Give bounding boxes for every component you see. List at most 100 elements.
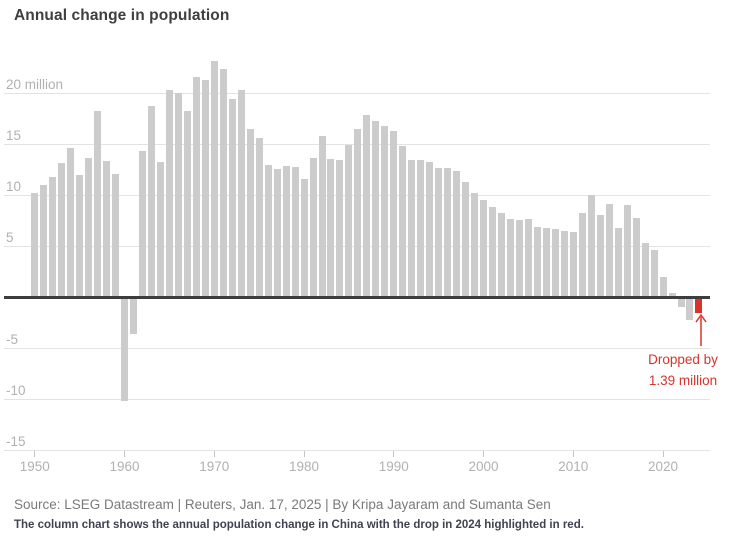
bar-2021 (668, 292, 676, 298)
y-axis-label-15: 15 (6, 127, 22, 143)
x-axis-label-1960: 1960 (109, 459, 140, 474)
bar-1971 (219, 69, 227, 298)
x-axis-label-1970: 1970 (199, 459, 230, 474)
bar-1988 (372, 121, 380, 298)
x-tick-1980 (303, 450, 305, 457)
bar-1984 (336, 159, 344, 298)
bar-1954 (67, 147, 75, 298)
gridline--15 (4, 450, 710, 451)
bar-1974 (246, 129, 254, 298)
bar-1975 (255, 138, 263, 298)
bar-2009 (560, 231, 568, 298)
source-line: Source: LSEG Datastream | Reuters, Jan. … (14, 497, 551, 512)
y-axis-label--15: -15 (6, 433, 26, 449)
bar-1977 (273, 169, 281, 298)
bar-1958 (103, 160, 111, 298)
bar-1990 (390, 131, 398, 298)
bar-2000 (480, 199, 488, 298)
bar-1953 (58, 163, 66, 298)
bar-2003 (506, 218, 514, 298)
bar-2010 (569, 232, 577, 298)
gridline-20 (4, 93, 710, 94)
bar-1962 (139, 151, 146, 298)
arrow-up-icon (695, 313, 707, 346)
bar-2012 (587, 194, 595, 298)
bar-1951 (40, 184, 48, 298)
bar-2017 (632, 218, 640, 298)
bar-1985 (345, 145, 353, 298)
bar-1963 (147, 106, 155, 298)
bar-1992 (408, 160, 416, 298)
y-axis-label--10: -10 (6, 382, 26, 398)
bar-1981 (309, 158, 317, 298)
bar-1976 (264, 165, 272, 298)
annotation-line2: 1.39 million (648, 373, 718, 388)
x-axis-label-2000: 2000 (468, 459, 499, 474)
bar-2019 (650, 249, 658, 298)
bar-1991 (399, 145, 407, 298)
x-tick-1990 (393, 450, 395, 457)
bar-2014 (605, 203, 613, 298)
bar-1950 (31, 192, 39, 298)
bar-1982 (318, 136, 326, 298)
caption-line: The column chart shows the annual popula… (14, 519, 584, 531)
bar-1993 (417, 160, 425, 298)
bar-2002 (498, 213, 505, 298)
bar-1969 (201, 79, 209, 298)
bar-1964 (156, 162, 164, 298)
x-tick-1950 (34, 450, 36, 457)
bar-2001 (489, 207, 497, 298)
annotation-line1: Dropped by (648, 352, 718, 367)
y-axis-label--5: -5 (6, 331, 19, 347)
bar-1955 (76, 175, 84, 298)
bar-1961 (130, 298, 138, 334)
bar-2006 (533, 226, 541, 298)
bar-2023 (686, 298, 694, 320)
bar-1996 (444, 168, 452, 298)
bar-1986 (354, 128, 362, 298)
x-axis-label-2020: 2020 (648, 459, 679, 474)
bar-1970 (210, 60, 218, 298)
x-tick-2020 (662, 450, 664, 457)
bar-1956 (85, 158, 93, 298)
x-axis-label-1950: 1950 (19, 459, 50, 474)
bar-1980 (300, 178, 308, 298)
bar-1987 (363, 114, 371, 298)
bar-1978 (282, 166, 290, 298)
gridline--10 (4, 399, 710, 400)
bar-1952 (49, 176, 57, 298)
bar-1994 (426, 161, 434, 298)
bar-1989 (381, 126, 389, 298)
bar-2008 (551, 228, 559, 298)
annotation-dropped: Dropped by 1.39 million (628, 349, 736, 391)
bar-2007 (542, 228, 550, 298)
bar-1972 (228, 98, 236, 298)
bar-1998 (462, 181, 470, 298)
bar-1995 (435, 167, 443, 298)
chart-title: Annual change in population (14, 7, 230, 24)
x-axis-label-2010: 2010 (558, 459, 589, 474)
bar-1999 (471, 192, 479, 298)
x-tick-2010 (572, 450, 574, 457)
x-tick-1960 (124, 450, 126, 457)
bar-2011 (578, 213, 586, 298)
bar-2018 (641, 243, 649, 298)
bar-1966 (174, 93, 182, 298)
bar-1967 (183, 111, 191, 298)
bar-2020 (659, 276, 667, 298)
x-tick-1970 (213, 450, 215, 457)
bar-1960 (121, 298, 129, 401)
bar-1973 (237, 90, 245, 298)
bar-2024-highlight (695, 298, 703, 313)
bar-1997 (453, 171, 461, 298)
bar-2004 (515, 219, 523, 298)
bar-1959 (112, 173, 120, 298)
gridline--5 (4, 348, 710, 349)
zero-axis-line (4, 296, 710, 299)
bar-2015 (614, 228, 622, 298)
x-tick-2000 (483, 450, 485, 457)
bar-1957 (94, 111, 102, 298)
bar-1979 (291, 166, 299, 298)
x-axis-label-1980: 1980 (289, 459, 320, 474)
